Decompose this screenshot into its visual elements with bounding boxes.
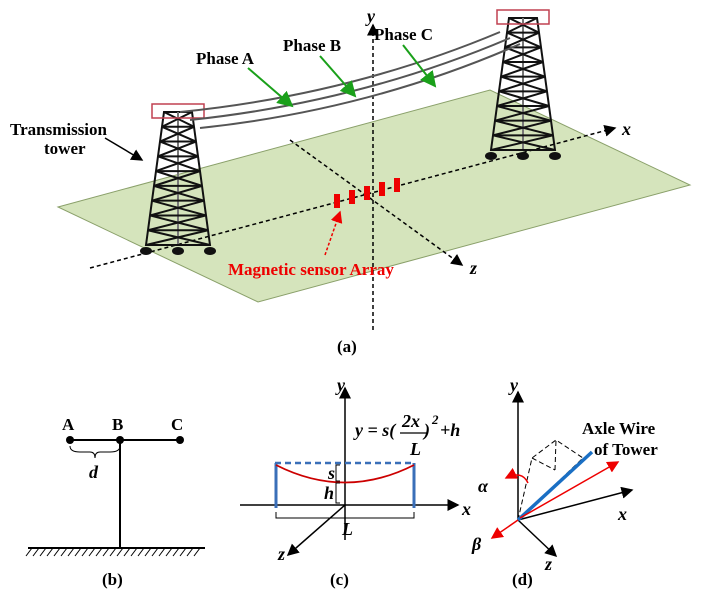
- alpha-arrow: [506, 475, 528, 483]
- sensor-label: Magnetic sensor Array: [228, 260, 394, 279]
- axis-label: x: [617, 504, 627, 524]
- hatch-line: [194, 548, 200, 556]
- hatch-line: [61, 548, 67, 556]
- wire-label: Axle Wire: [582, 419, 656, 438]
- hatch-line: [110, 548, 116, 556]
- wire-label: of Tower: [594, 440, 658, 459]
- sag-bracket: [336, 465, 340, 503]
- axis-label: z: [544, 554, 552, 574]
- axis-label: z: [469, 258, 477, 278]
- hatch-line: [75, 548, 81, 556]
- axis-label: x: [621, 119, 631, 139]
- point-label: A: [62, 415, 75, 434]
- angle-label: α: [478, 476, 489, 496]
- wire-arrow: [520, 462, 618, 518]
- footing: [518, 153, 528, 159]
- hatch-line: [89, 548, 95, 556]
- hatch-line: [159, 548, 165, 556]
- tower-arrow: [105, 138, 142, 160]
- hatch-line: [26, 548, 32, 556]
- hatch-line: [117, 548, 123, 556]
- hatch-line: [138, 548, 144, 556]
- axis-label: z: [277, 544, 285, 564]
- hatch-line: [124, 548, 130, 556]
- panel-label: (b): [102, 570, 123, 589]
- hatch-line: [145, 548, 151, 556]
- sag-label: s: [327, 463, 335, 483]
- figure: Phase A Phase B Phase C Transmission tow…: [0, 0, 702, 599]
- axis-label: y: [508, 375, 519, 395]
- hatch-line: [47, 548, 53, 556]
- hatch-line: [180, 548, 186, 556]
- axis-label: x: [461, 499, 471, 519]
- height-label: h: [324, 483, 334, 503]
- hatch-line: [68, 548, 74, 556]
- hatch-line: [131, 548, 137, 556]
- point-label: B: [112, 415, 123, 434]
- tower-label: Transmission: [10, 120, 108, 139]
- footing: [141, 248, 151, 254]
- hatch-line: [54, 548, 60, 556]
- brace: [70, 446, 120, 458]
- hatch-line: [187, 548, 193, 556]
- hatch-line: [40, 548, 46, 556]
- phase-arrow: [320, 56, 355, 96]
- footing: [173, 248, 183, 254]
- hatch-line: [173, 548, 179, 556]
- hatch-line: [96, 548, 102, 556]
- guide-lines: [518, 440, 583, 520]
- hatch-line: [152, 548, 158, 556]
- panel-label: (d): [512, 570, 533, 589]
- tower-label: tower: [44, 139, 86, 158]
- phase-label: Phase A: [196, 49, 255, 68]
- axes-d: [518, 392, 632, 556]
- hatch-line: [166, 548, 172, 556]
- hatch-line: [33, 548, 39, 556]
- axis-label: y: [335, 375, 346, 395]
- span-label: L: [341, 519, 353, 539]
- panel-label: (c): [330, 570, 349, 589]
- point-label: C: [171, 415, 183, 434]
- footing: [550, 153, 560, 159]
- ground-hatch: [26, 548, 200, 556]
- hatch-line: [82, 548, 88, 556]
- footing: [486, 153, 496, 159]
- axis-label: y: [365, 6, 376, 26]
- angle-label: β: [471, 534, 482, 554]
- footing: [205, 248, 215, 254]
- spacing-label: d: [89, 462, 99, 482]
- beta-arrow: [492, 520, 518, 538]
- pole: [28, 440, 205, 548]
- phase-label: Phase C: [374, 25, 433, 44]
- phase-label: Phase B: [283, 36, 341, 55]
- panel-label: (a): [337, 337, 357, 356]
- hatch-line: [103, 548, 109, 556]
